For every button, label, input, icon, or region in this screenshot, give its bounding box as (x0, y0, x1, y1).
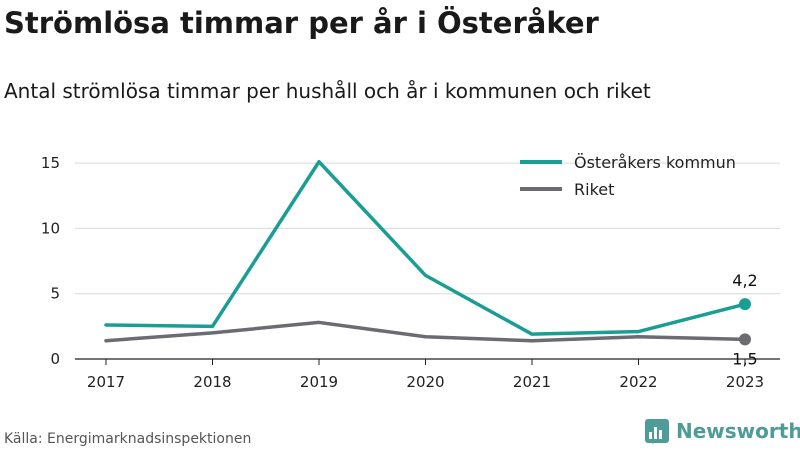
y-tick-label: 5 (50, 285, 60, 303)
chart-title: Strömlösa timmar per år i Österåker (4, 6, 599, 40)
grid-layer (75, 162, 780, 360)
line-chart: 0 5 10 15 2017 2018 2019 2020 2021 2022 2023 1,5 4,… (41, 153, 780, 391)
y-tick-label: 15 (41, 154, 60, 172)
legend-label-0: Österåkers kommun (574, 153, 736, 172)
legend-label-1: Riket (574, 180, 614, 199)
x-tick-label: 2020 (406, 373, 444, 391)
y-tick-label: 10 (41, 219, 60, 237)
brand-logo: Newsworthy (644, 418, 800, 444)
series-line-1 (104, 320, 747, 343)
data-label-0: 4,2 (732, 271, 757, 290)
series-end-point-0 (739, 298, 751, 311)
x-tick-label: 2023 (726, 373, 764, 391)
data-label-1: 1,5 (732, 349, 757, 368)
series-layer: 1,5 4,2 (104, 160, 758, 368)
chart-subtitle: Antal strömlösa timmar per hushåll och å… (4, 79, 651, 103)
legend: Österåkers kommun Riket (520, 153, 736, 199)
series-line-0 (104, 160, 747, 336)
x-tick-label: 2018 (193, 373, 231, 391)
bar-chart-logo-icon (645, 419, 669, 444)
x-tick-label: 2017 (87, 373, 125, 391)
x-tick-label: 2021 (513, 373, 551, 391)
x-tick-label: 2019 (300, 373, 338, 391)
x-tick-label: 2022 (619, 373, 657, 391)
source-note: Källa: Energimarknadsinspektionen (4, 431, 252, 447)
axis-layer: 0 5 10 15 2017 2018 2019 2020 2021 2022 2023 (41, 154, 764, 391)
brand-name: Newsworthy (676, 419, 800, 443)
y-tick-label: 0 (50, 350, 60, 368)
series-end-point-1 (739, 333, 751, 346)
